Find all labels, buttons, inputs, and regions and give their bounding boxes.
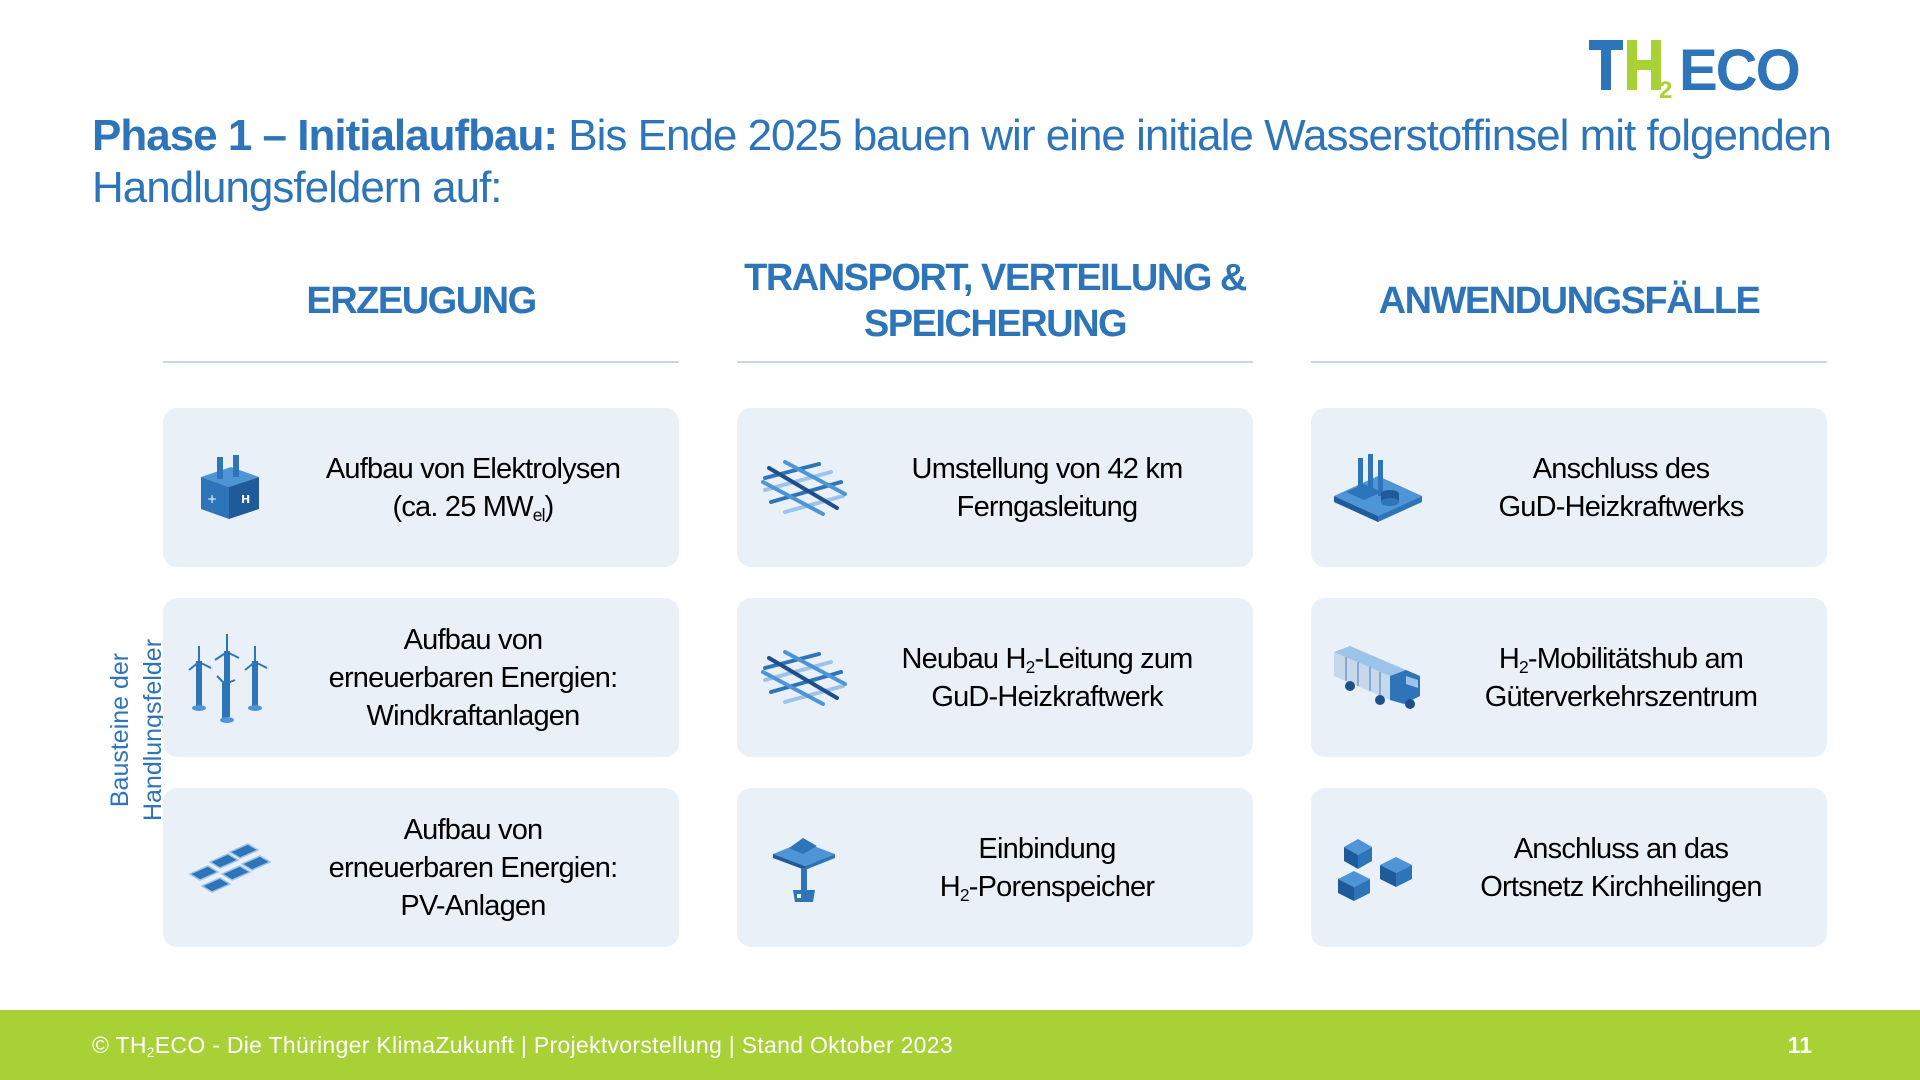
- houses-icon: [1311, 788, 1433, 947]
- title-text: Bis Ende 2025 bauen wir eine initiale Wa…: [92, 111, 1832, 212]
- th2eco-logo: 2 ECO: [1589, 38, 1801, 104]
- column-heading-anwendungsfaelle: ANWENDUNGSFÄLLE: [1378, 280, 1761, 322]
- card-ferngasleitung: Umstellung von 42 km Ferngasleitung: [737, 408, 1253, 567]
- column-heading-transport: TRANSPORT, VERTEILUNG & SPEICHERUNG: [744, 257, 1247, 345]
- title-phase: Phase 1 – Initialaufbau:: [92, 111, 558, 160]
- truck-icon: [1311, 598, 1433, 757]
- svg-text:2: 2: [1659, 77, 1672, 104]
- svg-text:H: H: [241, 493, 250, 506]
- footer-bar: © TH2ECO - Die Thüringer KlimaZukunft | …: [0, 1010, 1920, 1080]
- power-plant-icon: [1311, 408, 1433, 567]
- svg-text:+: +: [207, 492, 217, 506]
- card-gud-heizkraftwerk: Anschluss des GuD-Heizkraftwerks: [1311, 408, 1827, 567]
- card-porenspeicher: Einbindung H2-Porenspeicher: [737, 788, 1253, 947]
- divider: [163, 361, 679, 363]
- card-h2-leitung: Neubau H2-Leitung zum GuD-Heizkraftwerk: [737, 598, 1253, 757]
- divider: [737, 361, 1253, 363]
- card-windkraft: Aufbau von erneuerbaren Energien: Windkr…: [163, 598, 679, 757]
- column-heading-erzeugung: ERZEUGUNG: [306, 280, 537, 322]
- pipeline-network-icon: [737, 598, 859, 757]
- footer-text: © TH2ECO - Die Thüringer KlimaZukunft | …: [92, 1032, 953, 1061]
- pore-storage-icon: [737, 788, 859, 947]
- card-ortsnetz: Anschluss an das Ortsnetz Kirchheilingen: [1311, 788, 1827, 947]
- solar-panels-icon: [163, 788, 285, 947]
- page-title: Phase 1 – Initialaufbau: Bis Ende 2025 b…: [92, 110, 1872, 214]
- card-mobilitaetshub: H2-Mobilitätshub am Güterverkehrszentrum: [1311, 598, 1827, 757]
- card-pv-anlagen: Aufbau von erneuerbaren Energien: PV-Anl…: [163, 788, 679, 947]
- divider: [1311, 361, 1827, 363]
- wind-turbines-icon: [163, 598, 285, 757]
- side-label: Bausteine der Handlungsfelder: [106, 638, 167, 822]
- electrolyzer-icon: + H: [163, 408, 285, 567]
- svg-text:ECO: ECO: [1679, 38, 1799, 103]
- card-elektrolysen: + H Aufbau von Elektrolysen (ca. 25 MWel…: [163, 408, 679, 567]
- pipeline-network-icon: [737, 408, 859, 567]
- page-number: 11: [1787, 1032, 1812, 1058]
